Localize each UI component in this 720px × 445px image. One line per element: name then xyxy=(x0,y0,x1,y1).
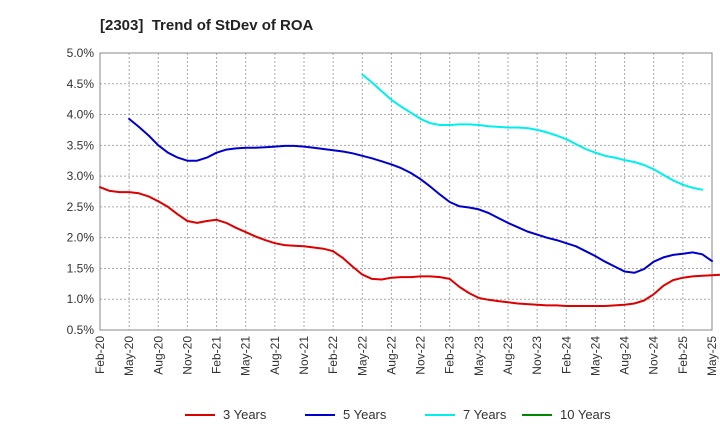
x-tick-label: May-20 xyxy=(122,336,136,376)
legend-label: 7 Years xyxy=(463,407,507,422)
y-tick-label: 2.5% xyxy=(67,200,95,214)
y-tick-label: 3.5% xyxy=(67,138,95,152)
series-lines xyxy=(99,73,720,307)
y-tick-label: 0.5% xyxy=(67,323,95,337)
x-tick-label: Nov-21 xyxy=(297,336,311,375)
x-tick-label: May-24 xyxy=(588,336,602,376)
x-tick-label: Nov-23 xyxy=(530,336,544,375)
y-tick-label: 5.0% xyxy=(67,46,95,60)
y-tick-label: 1.0% xyxy=(67,292,95,306)
gridlines xyxy=(100,53,712,330)
x-tick-label: Aug-21 xyxy=(268,336,282,375)
series-line-7-years xyxy=(361,73,704,191)
plot-area xyxy=(99,52,713,331)
x-tick-label: Aug-22 xyxy=(384,336,398,375)
x-axis: Feb-20 May-20 Aug-20 Nov-20 Feb-21 May-21 Aug-… xyxy=(93,336,719,376)
x-tick-label: Feb-25 xyxy=(676,336,690,374)
x-tick-label: May-23 xyxy=(472,336,486,376)
legend-label: 10 Years xyxy=(560,407,611,422)
x-tick-label: Nov-24 xyxy=(647,336,661,375)
x-tick-label: Feb-22 xyxy=(326,336,340,374)
y-tick-label: 2.0% xyxy=(67,231,95,245)
x-tick-label: Aug-24 xyxy=(618,336,632,375)
y-tick-label: 1.5% xyxy=(67,261,95,275)
legend-label: 3 Years xyxy=(223,407,267,422)
y-tick-label: 3.0% xyxy=(67,169,95,183)
y-tick-label: 4.5% xyxy=(67,77,95,91)
chart-title: [2303] Trend of StDev of ROA xyxy=(100,17,314,34)
x-tick-label: Feb-20 xyxy=(93,336,107,374)
legend: 3 Years 5 Years 7 Years 10 Years xyxy=(185,407,611,422)
x-tick-label: Feb-24 xyxy=(559,336,573,374)
x-tick-label: May-22 xyxy=(355,336,369,376)
x-tick-label: Feb-23 xyxy=(443,336,457,374)
x-tick-label: Feb-21 xyxy=(210,336,224,374)
y-tick-label: 4.0% xyxy=(67,108,95,122)
legend-label: 5 Years xyxy=(343,407,387,422)
x-tick-label: May-21 xyxy=(239,336,253,376)
x-tick-label: Nov-20 xyxy=(180,336,194,375)
x-tick-label: May-25 xyxy=(705,336,719,376)
x-tick-label: Nov-22 xyxy=(414,336,428,375)
series-line-5-years xyxy=(128,117,713,274)
x-tick-label: Aug-20 xyxy=(151,336,165,375)
x-tick-label: Aug-23 xyxy=(501,336,515,375)
y-axis: 0.5% 1.0% 1.5% 2.0% 2.5% 3.0% 3.5% 4.0% 4.5% 5.0% xyxy=(67,46,95,337)
series-line-3-years xyxy=(99,186,720,307)
